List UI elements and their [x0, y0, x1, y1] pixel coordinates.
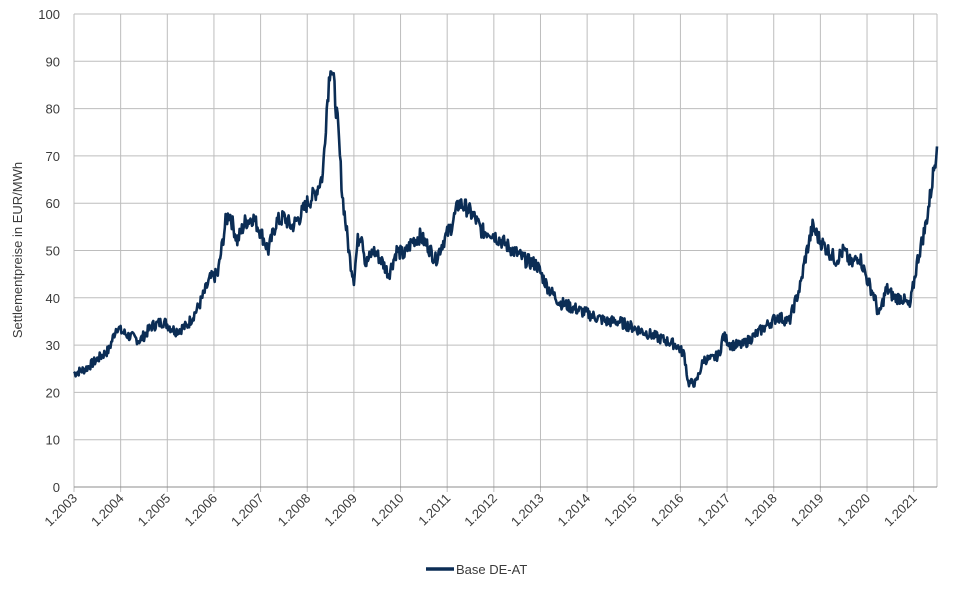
- y-tick-label: 100: [38, 7, 60, 22]
- y-tick-label: 30: [46, 338, 60, 353]
- y-tick-label: 50: [46, 244, 60, 259]
- y-axis-title: Settlementpreise in EUR/MWh: [10, 162, 25, 338]
- x-tick-label: 1.2013: [508, 491, 547, 530]
- legend-label: Base DE-AT: [456, 562, 527, 577]
- x-tick-label: 1.2004: [88, 491, 127, 530]
- x-tick-label: 1.2010: [368, 491, 407, 530]
- x-tick-label: 1.2017: [694, 491, 733, 530]
- x-tick-label: 1.2018: [741, 491, 780, 530]
- series-layer: [72, 70, 939, 388]
- x-tick-label: 1.2009: [321, 491, 360, 530]
- x-tick-label: 1.2014: [555, 491, 594, 530]
- x-tick-label: 1.2008: [275, 491, 314, 530]
- x-tick-label: 1.2003: [41, 491, 80, 530]
- x-tick-label: 1.2005: [135, 491, 174, 530]
- x-tick-label: 1.2020: [834, 491, 873, 530]
- y-tick-label: 80: [46, 102, 60, 117]
- y-tick-label: 40: [46, 291, 60, 306]
- grid: [73, 13, 938, 492]
- series-line-base-de-at: [72, 70, 939, 388]
- x-tick-label: 1.2019: [788, 491, 827, 530]
- x-tick-label: 1.2007: [228, 491, 267, 530]
- y-tick-label: 60: [46, 196, 60, 211]
- x-tick-label: 1.2011: [415, 491, 453, 529]
- y-tick-label: 90: [46, 54, 60, 69]
- y-tick-label: 70: [46, 149, 60, 164]
- x-tick-label: 1.2012: [461, 491, 500, 530]
- x-tick-label: 1.2015: [601, 491, 640, 530]
- x-tick-label: 1.2016: [648, 491, 687, 530]
- x-tick-label: 1.2006: [181, 491, 220, 530]
- y-tick-label: 0: [53, 480, 60, 495]
- x-tick-label: 1.2021: [881, 491, 920, 530]
- y-tick-label: 20: [46, 385, 60, 400]
- legend: Base DE-AT: [426, 562, 527, 577]
- y-tick-label: 10: [46, 433, 60, 448]
